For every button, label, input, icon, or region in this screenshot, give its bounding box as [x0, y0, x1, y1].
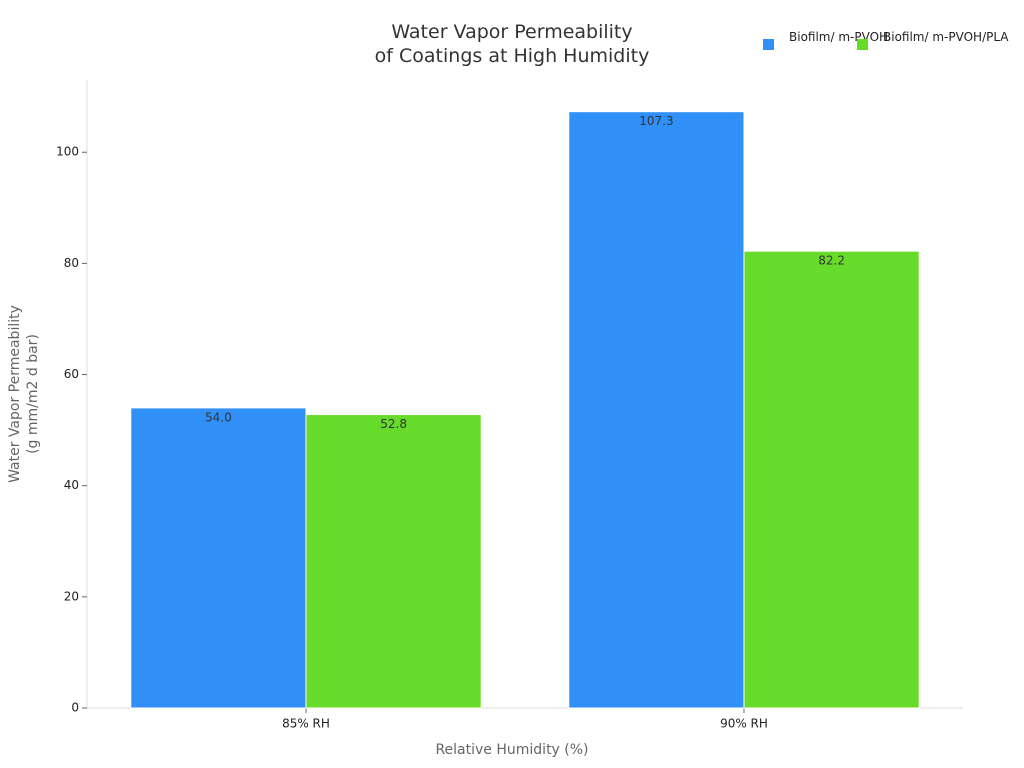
value-label: 107.3 [639, 114, 673, 128]
y-tick-label: 80 [64, 256, 79, 270]
bar [305, 414, 482, 709]
legend-swatch [763, 39, 774, 50]
x-tick-label: 90% RH [720, 717, 768, 731]
y-tick-label: 40 [64, 478, 79, 492]
legend-label: Biofilm/ m-PVOH/PLA [883, 30, 1009, 44]
bar [130, 407, 307, 709]
value-label: 52.8 [380, 417, 407, 431]
y-axis-label: Water Vapor Permeability (g mm/m2 d bar) [7, 305, 41, 483]
bar [743, 250, 920, 709]
bar [568, 111, 745, 709]
x-tick-label: 85% RH [282, 717, 330, 731]
y-tick-label: 0 [71, 701, 79, 715]
chart-title: Water Vapor Permeability of Coatings at … [374, 21, 650, 67]
y-tick-label: 20 [64, 589, 79, 603]
x-axis-label: Relative Humidity (%) [435, 742, 589, 758]
legend-swatch [857, 39, 868, 50]
y-tick-label: 100 [56, 145, 79, 159]
y-tick-label: 60 [64, 367, 79, 381]
value-label: 54.0 [205, 410, 232, 424]
value-label: 82.2 [818, 254, 845, 268]
legend-item: Biofilm/ m-PVOH/PLA [857, 30, 1009, 50]
